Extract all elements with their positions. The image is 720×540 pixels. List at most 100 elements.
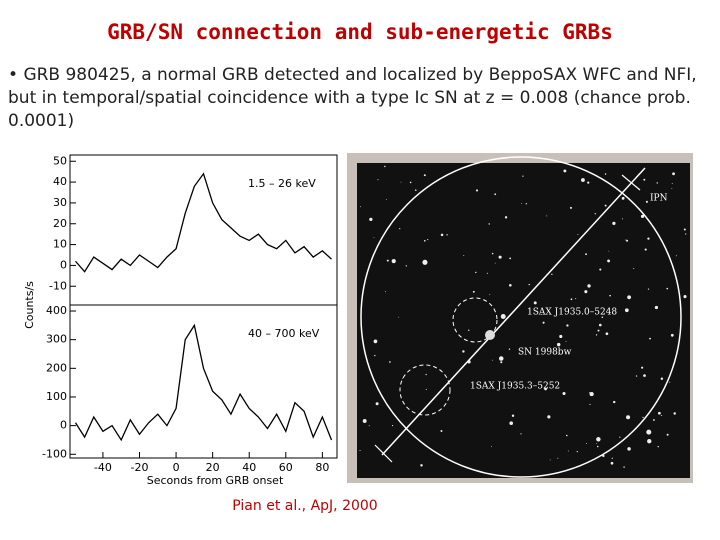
- star: [486, 272, 488, 274]
- y-tick-label: 300: [46, 333, 67, 346]
- star: [402, 378, 404, 380]
- star: [374, 354, 376, 357]
- y-axis-label: Counts/s: [23, 281, 36, 329]
- galaxy: [485, 330, 495, 340]
- star: [596, 437, 601, 442]
- x-tick-label: -40: [94, 461, 112, 474]
- star: [414, 189, 417, 191]
- star: [641, 366, 644, 369]
- star: [509, 284, 512, 287]
- star: [544, 387, 547, 391]
- star: [597, 329, 600, 332]
- star: [566, 324, 569, 327]
- star: [675, 255, 677, 257]
- star: [669, 381, 671, 383]
- star: [375, 402, 379, 406]
- star: [645, 200, 648, 203]
- star: [621, 218, 623, 220]
- star: [377, 179, 379, 181]
- star: [400, 181, 402, 183]
- star: [683, 228, 686, 231]
- star: [685, 233, 687, 235]
- star: [565, 434, 568, 437]
- star: [635, 375, 638, 377]
- star: [594, 213, 597, 215]
- star: [581, 178, 585, 182]
- ipn-line: [381, 167, 646, 456]
- star: [587, 181, 590, 184]
- star: [625, 239, 627, 241]
- star: [541, 313, 543, 316]
- star: [520, 433, 522, 435]
- star: [399, 228, 401, 230]
- band-label: 1.5 – 26 keV: [248, 177, 316, 190]
- y-tick-label: 30: [53, 196, 67, 209]
- star: [423, 239, 426, 242]
- star: [570, 298, 573, 301]
- star: [360, 206, 361, 208]
- star: [610, 461, 614, 465]
- star: [369, 217, 373, 222]
- star: [567, 450, 569, 452]
- star: [420, 464, 423, 467]
- star: [601, 316, 604, 318]
- star: [423, 174, 426, 177]
- star: [500, 361, 503, 364]
- star: [646, 429, 652, 435]
- star: [522, 175, 524, 177]
- star: [398, 316, 400, 318]
- star: [373, 237, 375, 239]
- star: [683, 295, 687, 299]
- star: [575, 298, 577, 300]
- light-curve: [74, 323, 333, 442]
- error-circle: [360, 156, 682, 478]
- arrow: [374, 444, 393, 463]
- star: [657, 411, 661, 415]
- star: [587, 284, 591, 288]
- star: [623, 466, 625, 468]
- bullet: • GRB 980425, a normal GRB detected and …: [8, 65, 697, 131]
- star: [589, 392, 591, 394]
- star: [611, 457, 613, 459]
- star: [586, 442, 588, 444]
- star: [626, 239, 629, 242]
- star: [624, 308, 629, 313]
- y-tick-label: 400: [46, 304, 67, 317]
- sky-image: [357, 163, 690, 478]
- star: [612, 221, 616, 225]
- sky-label: 1SAX J1935.3–5252: [470, 382, 560, 392]
- star: [533, 301, 537, 305]
- star: [491, 252, 494, 255]
- star: [391, 258, 396, 264]
- x-tick-label: 40: [242, 461, 256, 474]
- star: [643, 374, 646, 377]
- star: [577, 233, 579, 235]
- star: [409, 181, 412, 184]
- y-tick-label: 200: [46, 361, 67, 374]
- star: [647, 288, 650, 290]
- y-tick-label: 0: [60, 419, 67, 432]
- star: [509, 257, 512, 260]
- star: [613, 400, 616, 404]
- star: [384, 165, 386, 168]
- star: [557, 457, 559, 459]
- star: [627, 295, 632, 300]
- star: [446, 234, 448, 236]
- y-tick-label: 20: [53, 217, 67, 230]
- star: [569, 206, 572, 209]
- star: [385, 199, 387, 200]
- star: [642, 416, 644, 419]
- star: [556, 342, 561, 347]
- star: [362, 419, 367, 423]
- star: [427, 239, 429, 241]
- star: [673, 412, 676, 415]
- star: [422, 259, 428, 265]
- arrow: [621, 174, 641, 191]
- x-tick-label: 20: [206, 461, 220, 474]
- credit: Pian et al., ApJ, 2000: [232, 498, 378, 514]
- y-tick-label: 40: [53, 175, 67, 188]
- star: [521, 203, 523, 205]
- x-tick-label: -20: [131, 461, 149, 474]
- star: [511, 414, 515, 417]
